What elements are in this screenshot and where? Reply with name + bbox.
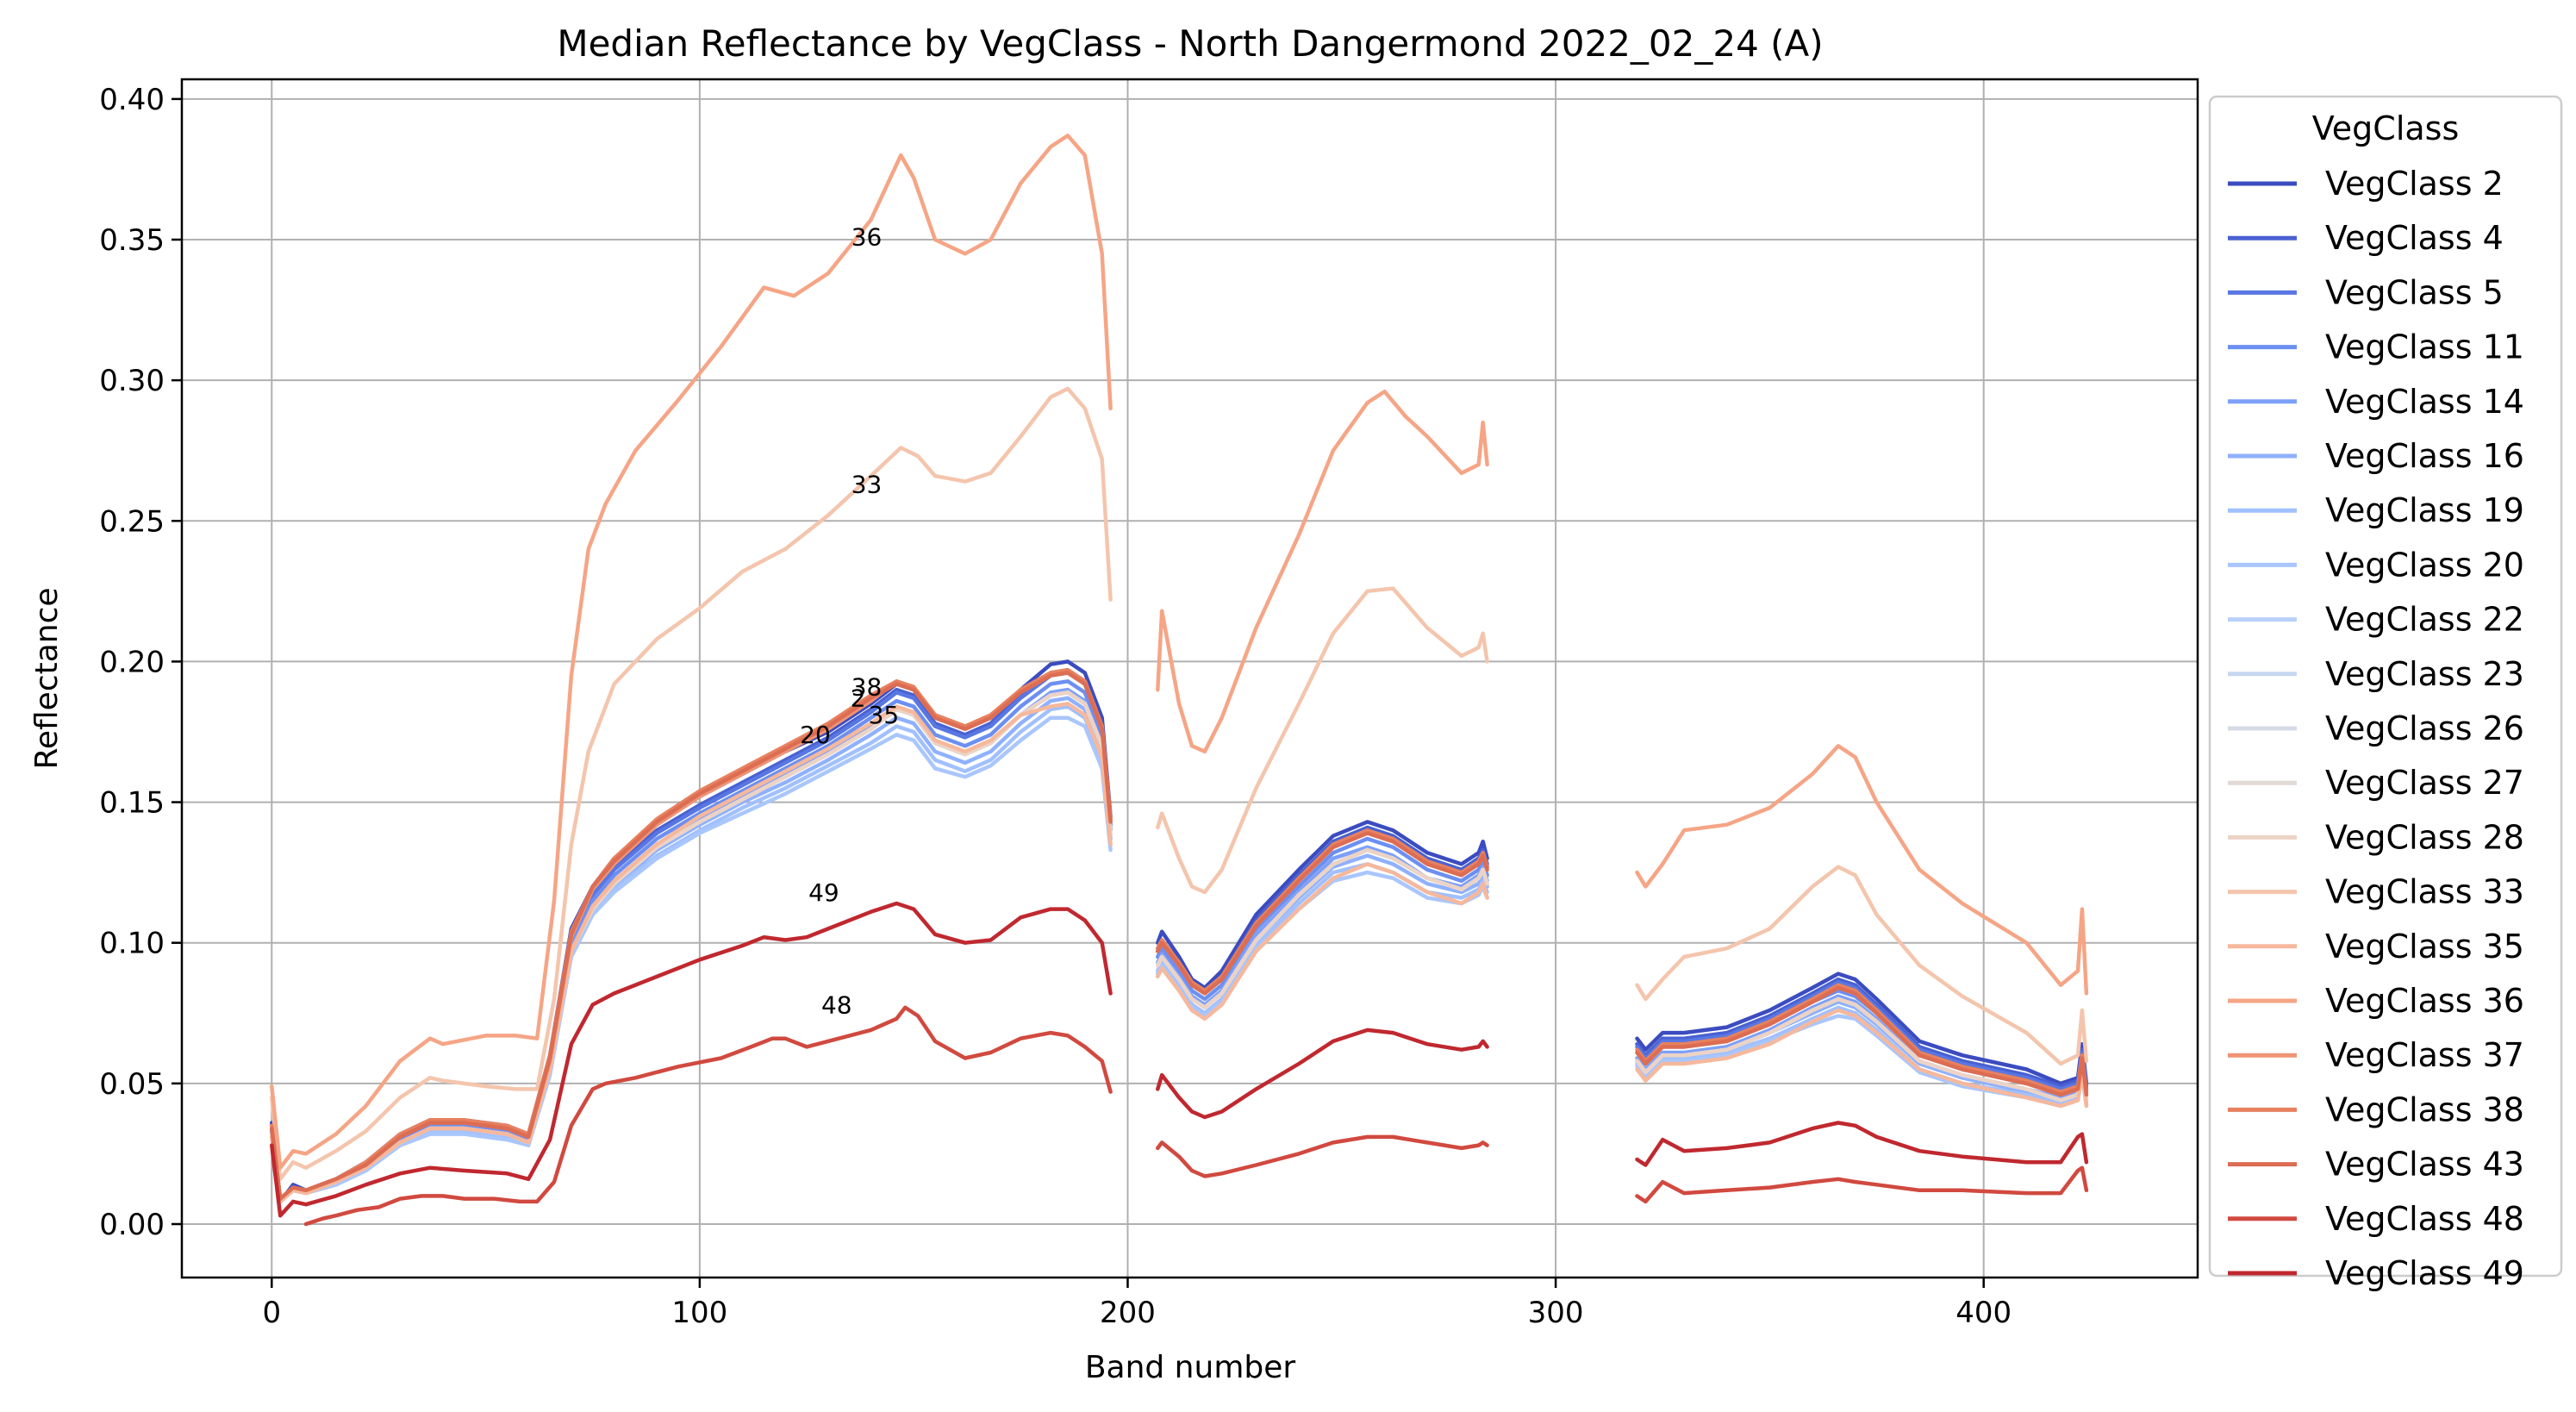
annotation-label: 49 bbox=[808, 878, 839, 907]
plot-frame bbox=[180, 78, 2199, 1279]
series-lines bbox=[270, 134, 2089, 1227]
y-tick-label: 0.15 bbox=[99, 786, 165, 821]
x-tick-label: 400 bbox=[1955, 1296, 2012, 1330]
y-tick-label: 0.05 bbox=[99, 1067, 165, 1102]
legend-entry-label: VegClass 27 bbox=[2325, 764, 2524, 802]
series-line-vegclass-43 bbox=[270, 671, 2089, 1201]
annotation-label: 20 bbox=[800, 721, 831, 749]
legend-entry-label: VegClass 38 bbox=[2325, 1090, 2524, 1128]
x-tick-label: 0 bbox=[262, 1296, 281, 1330]
y-tick-label: 0.40 bbox=[99, 83, 165, 117]
x-tick-label: 200 bbox=[1100, 1296, 1156, 1330]
annotation-label: 48 bbox=[821, 990, 852, 1019]
annotation-label: 38 bbox=[851, 673, 883, 702]
annotation-label: 33 bbox=[851, 471, 883, 499]
legend-entry-label: VegClass 48 bbox=[2325, 1200, 2524, 1238]
legend-entry-label: VegClass 23 bbox=[2325, 655, 2524, 693]
legend-entry-label: VegClass 14 bbox=[2325, 383, 2524, 421]
y-tick-label: 0.30 bbox=[99, 364, 165, 398]
legend-entry-label: VegClass 43 bbox=[2325, 1146, 2524, 1184]
legend-entry-label: VegClass 16 bbox=[2325, 437, 2524, 475]
legend-items: VegClass 2 VegClass 4 VegClass 5 VegClass 1… bbox=[2228, 165, 2524, 1292]
legend-entry-label: VegClass 49 bbox=[2325, 1254, 2524, 1292]
series-line-vegclass-35 bbox=[270, 702, 2089, 1204]
legend-entry-label: VegClass 22 bbox=[2325, 601, 2524, 639]
grid-lines bbox=[182, 79, 2198, 1278]
legend-entry-label: VegClass 28 bbox=[2325, 818, 2524, 856]
y-tick-label: 0.20 bbox=[99, 645, 165, 679]
series-line-vegclass-36 bbox=[270, 134, 2089, 1170]
legend-entry-label: VegClass 11 bbox=[2325, 328, 2524, 366]
y-tick-label: 0.10 bbox=[99, 927, 165, 961]
annotation-label: 2 bbox=[851, 684, 866, 713]
x-tick-label: 100 bbox=[671, 1296, 727, 1330]
annotation-label: 35 bbox=[869, 701, 900, 729]
y-axis-label: Reflectance bbox=[29, 587, 65, 769]
legend-title: VegClass bbox=[2312, 109, 2460, 147]
legend-entry-label: VegClass 2 bbox=[2325, 165, 2504, 203]
legend-entry-label: VegClass 37 bbox=[2325, 1036, 2524, 1074]
x-tick-label: 300 bbox=[1528, 1296, 1584, 1330]
chart-title: Median Reflectance by VegClass - North D… bbox=[557, 22, 1823, 65]
y-tick-label: 0.25 bbox=[99, 504, 165, 539]
y-tick-label: 0.35 bbox=[99, 223, 165, 258]
legend-entry-label: VegClass 26 bbox=[2325, 709, 2524, 747]
legend-entry-label: VegClass 20 bbox=[2325, 546, 2524, 584]
legend-entry-label: VegClass 33 bbox=[2325, 873, 2524, 911]
axis-ticks: 0 100 200 300 400 0.00 0.05 0.10 0.15 0.20 0.25 0.3… bbox=[99, 83, 2012, 1330]
series-line-vegclass-33 bbox=[270, 386, 2089, 1182]
legend-entry-label: VegClass 19 bbox=[2325, 491, 2524, 529]
legend-frame bbox=[2208, 95, 2563, 1278]
annotation-label: 36 bbox=[851, 223, 883, 252]
legend-entry-label: VegClass 36 bbox=[2325, 982, 2524, 1020]
legend-entry-label: VegClass 35 bbox=[2325, 928, 2524, 965]
x-axis-label: Band number bbox=[1085, 1350, 1296, 1385]
legend-entry-label: VegClass 4 bbox=[2325, 219, 2504, 257]
legend-entry-label: VegClass 5 bbox=[2325, 273, 2504, 311]
series-line-vegclass-49 bbox=[270, 901, 2089, 1218]
y-tick-label: 0.00 bbox=[99, 1208, 165, 1242]
series-line-vegclass-48 bbox=[303, 1005, 2089, 1227]
